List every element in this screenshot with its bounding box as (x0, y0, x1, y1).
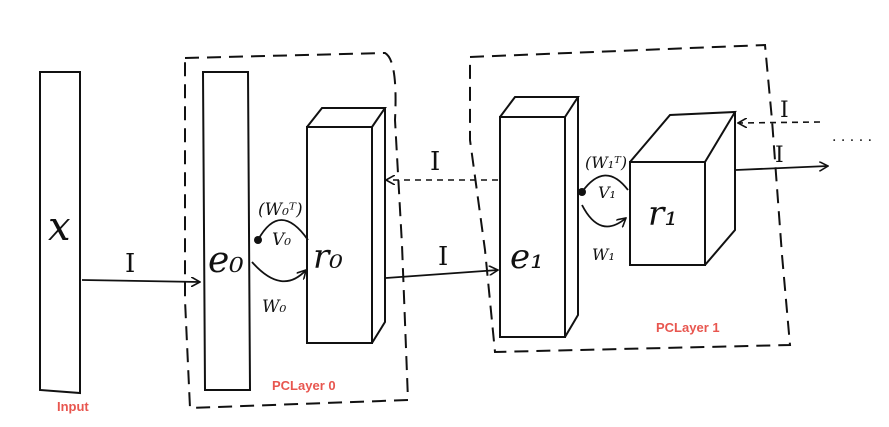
x-symbol: x (48, 204, 71, 250)
r0-to-e1-arrow (385, 270, 498, 279)
i-label-next: I (780, 98, 789, 123)
continuation-dots: · · · · · (832, 133, 872, 149)
w0-label: W₀ (262, 297, 286, 317)
e0-bar (201, 71, 252, 391)
feedback-next-to-r1 (738, 122, 821, 123)
input-bar (39, 71, 81, 395)
w1-curve (581, 204, 626, 226)
r1-output-arrow (735, 166, 828, 170)
input-to-e0-arrow (81, 280, 200, 282)
pclayer0-label: PCLayer 0 (272, 378, 336, 393)
w0-curve (251, 261, 306, 283)
pclayer1-boundary (469, 43, 792, 354)
e0-symbol: e₀ (208, 240, 244, 281)
r0-symbol: r₀ (313, 237, 343, 277)
e1-symbol: e₁ (510, 237, 544, 277)
pclayer1-label: PCLayer 1 (656, 320, 720, 335)
v0-curve (257, 219, 309, 241)
r1-symbol: r₁ (648, 194, 678, 234)
i-label-feedback: I (430, 147, 440, 177)
r1-box (629, 110, 737, 266)
w1t-label: (W₁ᵀ) (585, 153, 627, 172)
pclayer0-boundary (184, 51, 410, 410)
v0-label: V₀ (272, 230, 291, 250)
input-label: Input (57, 399, 89, 414)
r0-box (306, 107, 387, 344)
w0t-label: (W₀ᵀ) (258, 200, 303, 220)
i-label-r0e1: I (438, 242, 448, 272)
i-label-input: I (125, 249, 135, 279)
e1-box (499, 96, 580, 338)
v1-curve (581, 174, 629, 193)
v1-label: V₁ (598, 183, 616, 202)
w1-label: W₁ (592, 245, 615, 264)
i-label-output: I (775, 143, 784, 168)
